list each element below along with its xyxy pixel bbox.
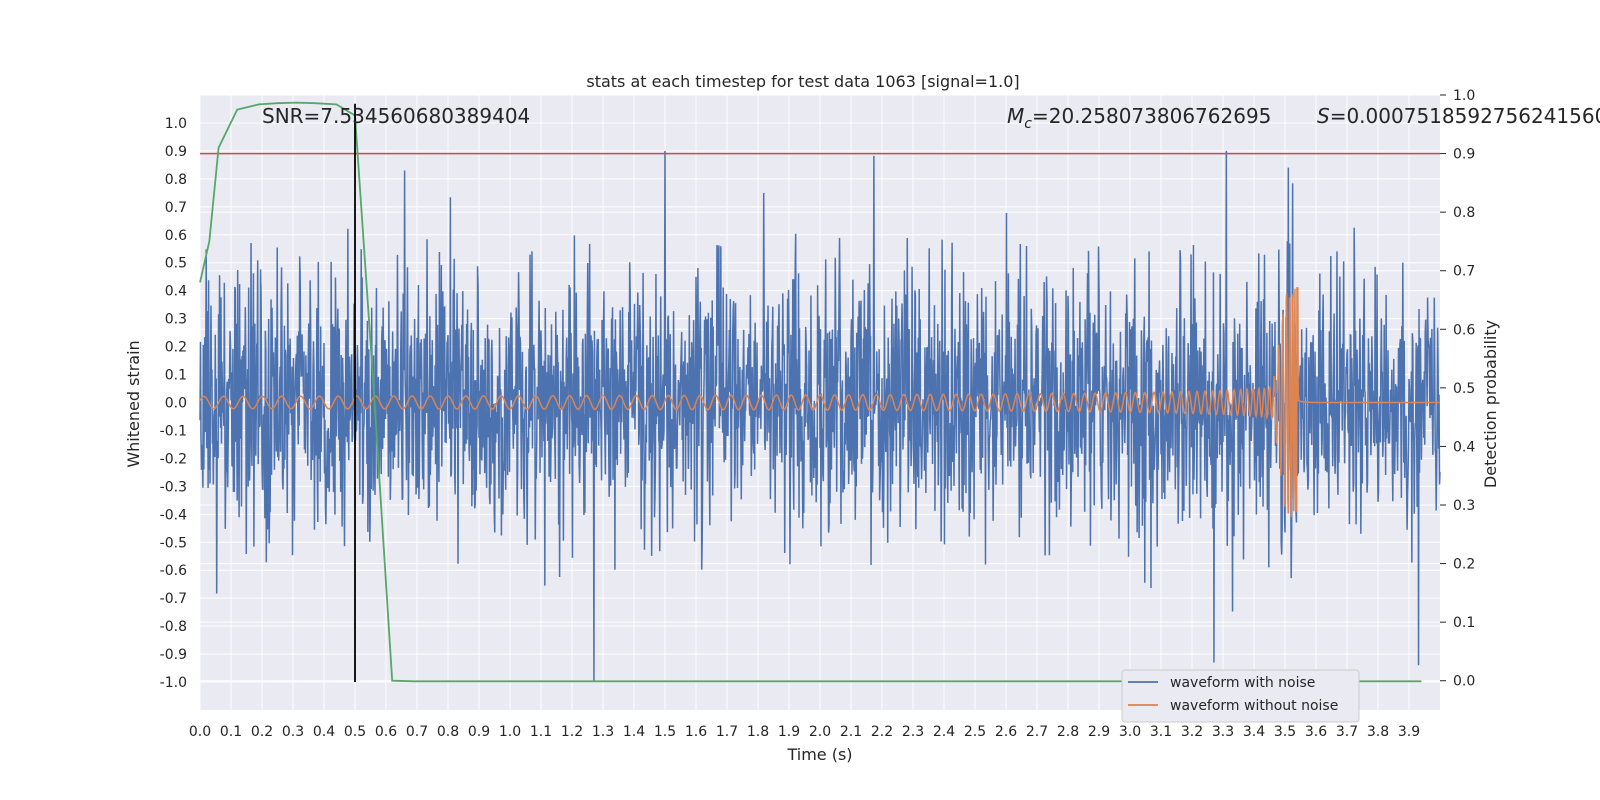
x-tick-label: 0.8 [437,724,459,740]
y-tick-label: -0.8 [160,619,187,635]
detection-probability-line [199,101,1422,683]
x-tick-label: 0.5 [344,724,366,740]
y2-axis-label: Detection probability [1481,320,1500,488]
x-axis-label: Time (s) [786,745,852,764]
x-tick-label: 2.1 [840,724,862,740]
y2-tick-label: 0.4 [1453,439,1475,455]
x-tick-label: 0.7 [406,724,428,740]
x-tick-label: 2.5 [964,724,986,740]
y-tick-label: 1.0 [165,116,187,132]
x-tick-label: 3.1 [1150,724,1172,740]
x-tick-label: 1.5 [654,724,676,740]
y2-tick-label: 0.7 [1453,264,1475,280]
legend-label-noise: waveform with noise [1170,675,1315,691]
y2-tick-label: 0.0 [1453,674,1475,690]
x-tick-label: 2.7 [1026,724,1048,740]
y-axis-ticks: 1.0 0.9 0.8 0.7 0.6 0.5 0.4 0.3 0.2 0.1 0.0 -0.1 -0.… [160,116,187,691]
y-tick-label: 0.8 [165,172,187,188]
x-tick-label: 2.3 [902,724,924,740]
x-tick-label: 3.3 [1212,724,1234,740]
y-tick-label: -0.1 [160,423,187,439]
x-tick-label: 2.2 [871,724,893,740]
x-tick-label: 2.6 [995,724,1017,740]
y-tick-label: 0.7 [165,200,187,216]
y-tick-label: -1.0 [160,675,187,691]
x-tick-label: 1.6 [685,724,707,740]
y-tick-label: 0.5 [165,256,187,272]
x-tick-label: 1.7 [716,724,738,740]
x-tick-label: 1.0 [499,724,521,740]
x-tick-label: 0.1 [220,724,242,740]
legend: waveform with noise waveform without noi… [1121,669,1360,723]
x-tick-label: 1.4 [623,724,645,740]
chart-title: stats at each timestep for test data 106… [586,72,1019,91]
x-tick-label: 0.0 [189,724,211,740]
x-tick-label: 2.0 [809,724,831,740]
y-tick-label: -0.2 [160,451,187,467]
y-tick-label: -0.7 [160,591,187,607]
x-tick-label: 0.6 [375,724,397,740]
x-tick-label: 3.8 [1367,724,1389,740]
x-tick-label: 1.3 [592,724,614,740]
chirp-mass-annotation: Mc=20.258073806762695 [1007,104,1271,132]
x-tick-label: 3.9 [1398,724,1420,740]
y-tick-label: -0.4 [160,507,187,523]
y2-tick-label: 0.1 [1453,615,1475,631]
y2-tick-label: 0.8 [1453,205,1475,221]
x-tick-label: 3.6 [1305,724,1327,740]
x-axis-ticks: 0.0 0.1 0.2 0.3 0.4 0.5 0.6 0.7 0.8 0.9 1.0 1.1 1.2 1… [189,724,1420,740]
y2-tick-label: 0.3 [1453,498,1475,514]
snr-annotation: SNR=7.534560680389404 [262,104,530,128]
x-tick-label: 3.0 [1119,724,1141,740]
s-annotation: S=0.0007518592756241560 [1317,104,1600,128]
y-tick-label: 0.6 [165,228,187,244]
x-tick-label: 0.9 [468,724,490,740]
y2-tick-label: 0.9 [1453,147,1475,163]
x-tick-label: 1.1 [530,724,552,740]
x-tick-label: 2.9 [1088,724,1110,740]
waveform-with-noise-line [199,150,1441,683]
x-tick-label: 3.5 [1274,724,1296,740]
legend-box [1121,669,1360,723]
y2-tick-label: 0.2 [1453,557,1475,573]
x-tick-label: 2.4 [933,724,955,740]
x-tick-label: 3.2 [1181,724,1203,740]
y-tick-label: 0.1 [165,368,187,384]
y-tick-label: 0.3 [165,312,187,328]
y-tick-label: -0.9 [160,647,187,663]
y2-axis-ticks: 1.0 0.9 0.8 0.7 0.6 0.5 0.4 0.3 0.2 0.1 0.0 [1440,88,1475,690]
x-tick-label: 2.8 [1057,724,1079,740]
y-tick-label: 0.2 [165,340,187,356]
y-tick-label: 0.9 [165,144,187,160]
y-tick-label: -0.3 [160,479,187,495]
x-tick-label: 3.4 [1243,724,1265,740]
plot-lines [199,101,1441,683]
y2-tick-label: 1.0 [1453,88,1475,104]
x-tick-label: 3.7 [1336,724,1358,740]
x-tick-label: 0.3 [282,724,304,740]
y-tick-label: 0.0 [165,396,187,412]
y2-tick-label: 0.5 [1453,381,1475,397]
y-axis-label: Whitened strain [124,340,143,467]
x-tick-label: 0.2 [251,724,273,740]
waveform-without-noise-line [199,287,1440,517]
y-tick-label: -0.6 [160,563,187,579]
legend-label-clean: waveform without noise [1170,698,1338,714]
x-tick-label: 1.2 [561,724,583,740]
x-tick-label: 0.4 [313,724,335,740]
y-tick-label: -0.5 [160,535,187,551]
y2-tick-label: 0.6 [1453,322,1475,338]
x-tick-label: 1.9 [778,724,800,740]
x-tick-label: 1.8 [747,724,769,740]
y-tick-label: 0.4 [165,284,187,300]
